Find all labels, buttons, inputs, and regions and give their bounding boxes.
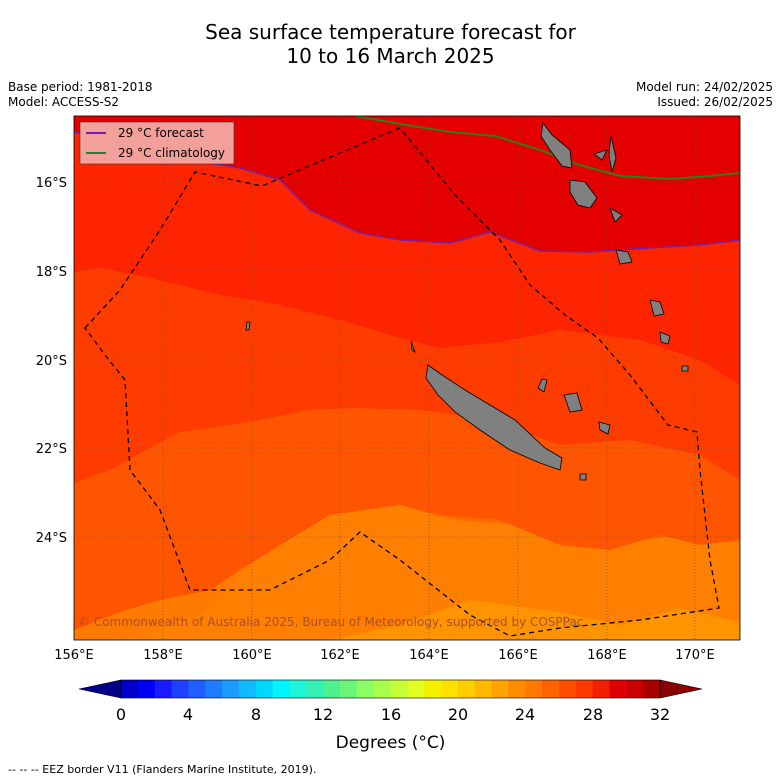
vanuatu-island-2 — [569, 179, 598, 209]
lon-label: 156°E — [54, 648, 94, 663]
colorbar-extend-low — [78, 679, 122, 699]
colorbar-cell — [390, 680, 408, 698]
colorbar-cell — [154, 680, 173, 698]
sst-band-29 — [74, 116, 740, 252]
colorbar-cell — [592, 680, 610, 698]
base-period: Base period: 1981-2018 — [8, 80, 153, 94]
colorbar-cell — [171, 680, 189, 698]
lon-label: 170°E — [675, 648, 715, 663]
colorbar-cell — [272, 680, 290, 698]
colorbar-tick: 32 — [650, 705, 670, 724]
colorbar-cell — [508, 680, 526, 698]
colorbar-cell — [626, 680, 644, 698]
colorbar-cell — [356, 680, 375, 698]
colorbar-tick: 12 — [313, 705, 333, 724]
colorbar-cell — [323, 680, 341, 698]
lon-label: 164°E — [409, 648, 449, 663]
lon-label: 158°E — [143, 648, 183, 663]
colorbar-tick: 24 — [515, 705, 535, 724]
lat-label: 16°S — [36, 176, 67, 191]
colorbar-tick: 8 — [251, 705, 261, 724]
colorbar-cell — [609, 680, 627, 698]
model-name: Model: ACCESS-S2 — [8, 95, 120, 109]
colorbar-ticks: 0 4 8 12 16 20 24 28 32 — [116, 705, 670, 724]
colorbar-cell — [474, 680, 493, 698]
lon-label: 160°E — [232, 648, 272, 663]
colorbar-cell — [407, 680, 425, 698]
title-line-2: 10 to 16 March 2025 — [286, 44, 495, 68]
colorbar-cell — [373, 680, 391, 698]
colorbar-tick: 4 — [183, 705, 193, 724]
colorbar — [78, 679, 703, 699]
colorbar-cell — [306, 680, 324, 698]
colorbar-cell — [643, 680, 661, 698]
colorbar-cell — [424, 680, 442, 698]
colorbar-cell — [238, 680, 257, 698]
latitude-labels: 16°S 18°S 20°S 22°S 24°S — [36, 176, 67, 546]
sst-map: © Commonwealth of Australia 2025, Bureau… — [74, 116, 740, 640]
colorbar-cell — [289, 680, 307, 698]
colorbar-cell — [121, 680, 139, 698]
colorbar-tick: 28 — [583, 705, 603, 724]
lat-label: 24°S — [36, 531, 67, 546]
model-run: Model run: 24/02/2025 — [635, 80, 773, 94]
lon-label: 162°E — [320, 648, 360, 663]
lon-label: 168°E — [587, 648, 627, 663]
colorbar-cell — [525, 680, 543, 698]
colorbar-tick: 0 — [116, 705, 126, 724]
legend-forecast-label: 29 °C forecast — [118, 126, 204, 140]
colorbar-frame — [120, 679, 661, 699]
sst-band-23 — [330, 600, 740, 640]
lat-label: 18°S — [36, 265, 67, 280]
colorbar-label: Degrees (°C) — [335, 733, 446, 753]
chart-title: Sea surface temperature forecast for 10 … — [0, 20, 781, 68]
colorbar-cell — [457, 680, 476, 698]
colorbar-cell — [205, 680, 223, 698]
colorbar-cell — [441, 680, 459, 698]
metadata-right: Model run: 24/02/2025 Issued: 26/02/2025 — [636, 80, 773, 110]
colorbar-cell — [542, 680, 560, 698]
colorbar-tick: 20 — [448, 705, 468, 724]
copyright-text: © Commonwealth of Australia 2025, Bureau… — [78, 615, 583, 629]
eez-footnote: -- -- -- EEZ border V11 (Flanders Marine… — [8, 763, 317, 776]
colorbar-cell — [558, 680, 577, 698]
metadata-left: Base period: 1981-2018 Model: ACCESS-S2 — [8, 80, 153, 110]
colorbar-cell — [222, 680, 240, 698]
colorbar-cell — [188, 680, 206, 698]
colorbar-cell — [137, 680, 156, 698]
vanuatu-island-1 — [540, 121, 573, 169]
map-frame — [73, 115, 741, 641]
colorbar-cell — [491, 680, 509, 698]
longitude-labels: 156°E 158°E 160°E 162°E 164°E 166°E 168°… — [54, 648, 715, 663]
issued-date: Issued: 26/02/2025 — [657, 95, 773, 109]
lat-label: 20°S — [36, 354, 67, 369]
legend-climatology-label: 29 °C climatology — [118, 146, 225, 160]
legend: 29 °C forecast 29 °C climatology — [79, 121, 235, 165]
lon-label: 166°E — [498, 648, 538, 663]
colorbar-extend-high — [659, 679, 703, 699]
colorbar-cell — [339, 680, 358, 698]
lat-label: 22°S — [36, 442, 67, 457]
eez-border — [84, 127, 720, 637]
colorbar-tick: 16 — [381, 705, 401, 724]
colorbar-cell — [255, 680, 274, 698]
colorbar-cell — [575, 680, 594, 698]
new-caledonia — [425, 364, 563, 471]
landmasses — [245, 121, 689, 481]
title-line-1: Sea surface temperature forecast for — [205, 20, 576, 44]
